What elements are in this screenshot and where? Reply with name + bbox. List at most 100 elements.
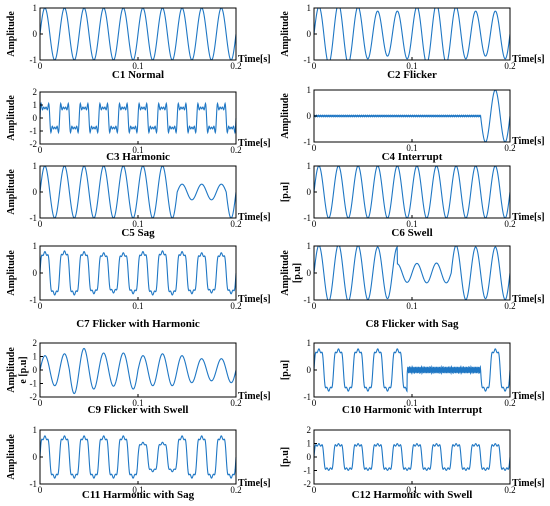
y-tick-label: -2 (30, 139, 38, 149)
x-tick-label: 0.1 (132, 219, 143, 229)
subplot-title: C2 Flicker (387, 69, 437, 81)
x-tick-label: 0.2 (230, 219, 241, 229)
waveform-series (313, 89, 511, 143)
x-tick-label: 0.1 (132, 301, 143, 311)
y-tick-label: 1 (33, 161, 38, 171)
y-tick-label: 1 (307, 439, 312, 449)
x-tick-label: 0.1 (132, 485, 143, 495)
y-tick-label: 1 (307, 3, 312, 13)
waveform-series (39, 250, 237, 296)
x-tick-label: 0.2 (230, 145, 241, 155)
y-tick-label: 0 (33, 187, 38, 197)
y-tick-label: 1 (33, 241, 38, 251)
x-tick-label: 0.1 (132, 61, 143, 71)
y-axis-label: [p.u] (280, 360, 291, 380)
y-axis-label: Amplitude (280, 93, 291, 139)
y-tick-label: -1 (304, 55, 312, 65)
subplot-title: C6 Swell (391, 227, 432, 239)
y-tick-label: -1 (304, 295, 312, 305)
x-tick-label: 0 (312, 485, 317, 495)
y-tick-label: -2 (30, 392, 38, 402)
x-tick-label: 0 (38, 485, 43, 495)
x-tick-label: 0.1 (132, 145, 143, 155)
x-tick-label: 0.2 (230, 485, 241, 495)
subplot-title: C12 Harmonic with Swell (352, 489, 473, 501)
waveform-series (39, 101, 237, 135)
y-tick-label: -1 (30, 295, 38, 305)
x-tick-label: 0.2 (504, 485, 515, 495)
x-tick-label: 0.1 (406, 143, 417, 153)
y-tick-label: 1 (33, 352, 38, 362)
y-axis-label: Amplitude (6, 250, 17, 296)
subplot-title: C4 Interrupt (382, 151, 443, 163)
x-tick-label: 0.2 (504, 219, 515, 229)
y-tick-label: -1 (30, 379, 38, 389)
x-tick-label: 0.2 (504, 301, 515, 311)
y-tick-label: 0 (33, 452, 38, 462)
y-tick-label: 2 (307, 425, 312, 435)
waveform-series (39, 165, 237, 219)
y-tick-label: 1 (33, 425, 38, 435)
x-tick-label: 0 (312, 301, 317, 311)
x-tick-label: 0.2 (230, 301, 241, 311)
y-tick-label: 1 (307, 85, 312, 95)
y-axis-label: [p.u] (280, 182, 291, 202)
x-axis-label: Time[s] (238, 138, 271, 149)
y-axis-label: Amplitude (6, 11, 17, 57)
y-axis-unit-label: [p.u] (292, 263, 303, 283)
y-tick-label: 2 (33, 338, 38, 348)
y-axis-label: Amplitude (6, 434, 17, 480)
waveform-series (39, 7, 237, 61)
subplot-title: C11 Harmonic with Sag (82, 489, 195, 501)
x-axis-label: Time[s] (512, 54, 545, 65)
y-tick-label: -1 (30, 126, 38, 136)
y-tick-label: 0 (33, 113, 38, 123)
y-tick-label: 2 (33, 87, 38, 97)
x-axis-label: Time[s] (238, 294, 271, 305)
x-tick-label: 0 (38, 219, 43, 229)
x-tick-label: 0 (38, 61, 43, 71)
y-axis-unit-label: e [p.u] (18, 356, 29, 383)
x-axis-label: Time[s] (238, 478, 271, 489)
y-tick-label: 0 (307, 452, 312, 462)
x-axis-label: Time[s] (238, 391, 271, 402)
y-tick-label: 1 (307, 338, 312, 348)
y-tick-label: 0 (33, 268, 38, 278)
y-axis-label: [p.u] (280, 447, 291, 467)
waveform-series (39, 435, 237, 479)
y-tick-label: 1 (33, 3, 38, 13)
y-axis-label: Amplitude (6, 347, 17, 393)
x-tick-label: 0 (38, 145, 43, 155)
subplot-title: C7 Flicker with Harmonic (76, 318, 200, 330)
x-tick-label: 0.2 (504, 398, 515, 408)
x-axis-label: Time[s] (512, 294, 545, 305)
y-tick-label: 0 (307, 365, 312, 375)
x-axis-label: Time[s] (512, 478, 545, 489)
x-tick-label: 0 (38, 301, 43, 311)
x-tick-label: 0.2 (230, 398, 241, 408)
y-tick-label: -1 (304, 392, 312, 402)
y-tick-label: 1 (307, 161, 312, 171)
y-axis-label: Amplitude (6, 95, 17, 141)
waveform-series (313, 7, 511, 61)
x-tick-label: 0.1 (406, 61, 417, 71)
x-tick-label: 0.2 (504, 143, 515, 153)
y-tick-label: 0 (307, 111, 312, 121)
y-tick-label: 0 (33, 29, 38, 39)
x-tick-label: 0.1 (406, 301, 417, 311)
y-tick-label: 0 (33, 365, 38, 375)
waveform-series (313, 245, 511, 301)
subplot-title: C9 Flicker with Swell (88, 404, 189, 416)
x-tick-label: 0 (312, 61, 317, 71)
x-tick-label: 0.1 (132, 398, 143, 408)
y-axis-label: Amplitude (6, 169, 17, 215)
